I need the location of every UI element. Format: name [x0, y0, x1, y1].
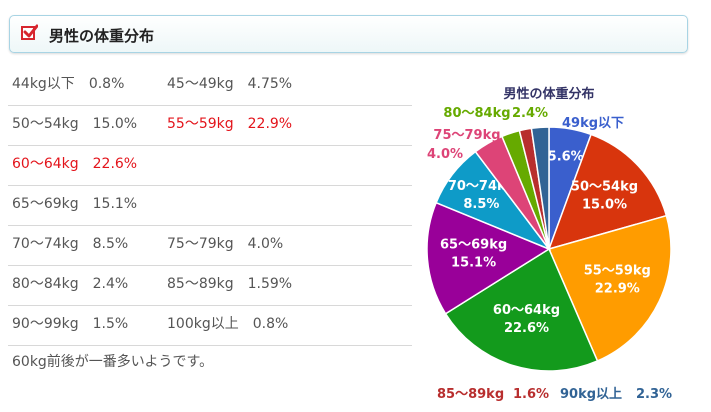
weight-item: 50～54kg 15.0% — [12, 106, 167, 142]
weight-item: 55～59kg 22.9% — [167, 106, 292, 142]
weight-row: 80～84kg 2.4% 85～89kg 1.59% — [8, 266, 412, 306]
weight-row: 44kg以下 0.8% 45～49kg 4.75% — [8, 66, 412, 106]
weight-item: 44kg以下 0.8% — [12, 66, 167, 102]
weight-item: 85～89kg 1.59% — [167, 266, 292, 302]
weight-distribution-list: 44kg以下 0.8% 45～49kg 4.75% 50～54kg 15.0% 55～59k… — [8, 66, 412, 378]
weight-item: 80～84kg 2.4% — [12, 266, 167, 302]
slice-value-label: 5.6% — [548, 149, 584, 164]
checkbox-icon — [21, 24, 38, 40]
weight-row: 50～54kg 15.0% 55～59kg 22.9% — [8, 106, 412, 146]
weight-item: 100kg以上 0.8% — [167, 306, 288, 342]
weight-percent: 22.9% — [247, 116, 293, 132]
weight-range: 70～74kg — [12, 236, 79, 252]
weight-range: 45～49kg — [167, 76, 234, 92]
weight-item: 65～69kg 15.1% — [12, 186, 167, 222]
weight-range: 100kg以上 — [167, 316, 239, 332]
section-header: 男性の体重分布 — [9, 15, 688, 53]
slice-value-label: 4.0% — [427, 147, 463, 162]
weight-percent: 15.0% — [92, 116, 138, 132]
slice-value-label: 15.1% — [451, 255, 496, 270]
slice-label: 80～84kg — [443, 106, 510, 121]
weight-percent: 1.59% — [247, 276, 293, 292]
chart-title: 男性の体重分布 — [503, 86, 594, 102]
weight-range: 60～64kg — [12, 156, 79, 172]
slice-value-label: 8.5% — [463, 197, 499, 212]
weight-item: 75～79kg 4.0% — [167, 226, 283, 262]
weight-range: 44kg以下 — [12, 76, 75, 92]
weight-row: 65～69kg 15.1% — [8, 186, 412, 226]
slice-value-label: 1.6% — [513, 387, 549, 402]
weight-percent: 22.6% — [92, 156, 138, 172]
slice-label: 55～59kg — [584, 263, 651, 278]
slice-label: 49kg以下 — [562, 116, 624, 131]
summary-note: 60kg前後が一番多いようです。 — [12, 354, 214, 370]
weight-row: 60～64kg 22.6% — [8, 146, 412, 186]
weight-row: 90～99kg 1.5% 100kg以上 0.8% — [8, 306, 412, 346]
slice-value-label: 15.0% — [582, 198, 627, 213]
weight-item: 45～49kg 4.75% — [167, 66, 292, 102]
weight-row: 70～74kg 8.5% 75～79kg 4.0% — [8, 226, 412, 266]
slice-value-label: 2.4% — [512, 106, 548, 121]
weight-range: 85～89kg — [167, 276, 234, 292]
pie-slice — [444, 247, 599, 372]
pie-slice — [426, 201, 551, 315]
slice-label: 75～79kg — [433, 128, 500, 143]
weight-range: 75～79kg — [167, 236, 234, 252]
pie-slice — [530, 126, 550, 250]
pie-slice — [547, 133, 668, 251]
weight-range: 50～54kg — [12, 116, 79, 132]
weight-percent: 4.75% — [247, 76, 293, 92]
slice-value-label: 22.9% — [595, 281, 640, 296]
weight-item: 90～99kg 1.5% — [12, 306, 167, 342]
section-title: 男性の体重分布 — [49, 27, 155, 45]
pie-slice — [547, 214, 672, 362]
slice-label: 85～89kg — [437, 387, 504, 402]
slice-value-label: 2.3% — [636, 387, 672, 402]
weight-percent: 0.8% — [88, 76, 125, 92]
weight-percent: 2.4% — [92, 276, 129, 292]
weight-item: 60～64kg 22.6% — [12, 146, 167, 182]
slice-label: 90kg以上 — [560, 387, 622, 402]
weight-range: 80～84kg — [12, 276, 79, 292]
weight-range: 55～59kg — [167, 116, 234, 132]
slice-label: 60～64kg — [493, 303, 560, 318]
weight-percent: 0.8% — [252, 316, 289, 332]
weight-pie-chart: 男性の体重分布 49kg以下 5.6% 50～54kg 15.0% 55～59kg 22.9… — [426, 86, 672, 402]
weight-percent: 8.5% — [92, 236, 129, 252]
weight-range: 90～99kg — [12, 316, 79, 332]
weight-percent: 1.5% — [92, 316, 129, 332]
weight-percent: 15.1% — [92, 196, 138, 212]
slice-value-label: 22.6% — [504, 321, 549, 336]
weight-item: 70～74kg 8.5% — [12, 226, 167, 262]
slice-label: 65～69kg — [440, 237, 507, 252]
weight-range: 65～69kg — [12, 196, 79, 212]
weight-percent: 4.0% — [247, 236, 284, 252]
slice-label: 50～54kg — [571, 180, 638, 195]
